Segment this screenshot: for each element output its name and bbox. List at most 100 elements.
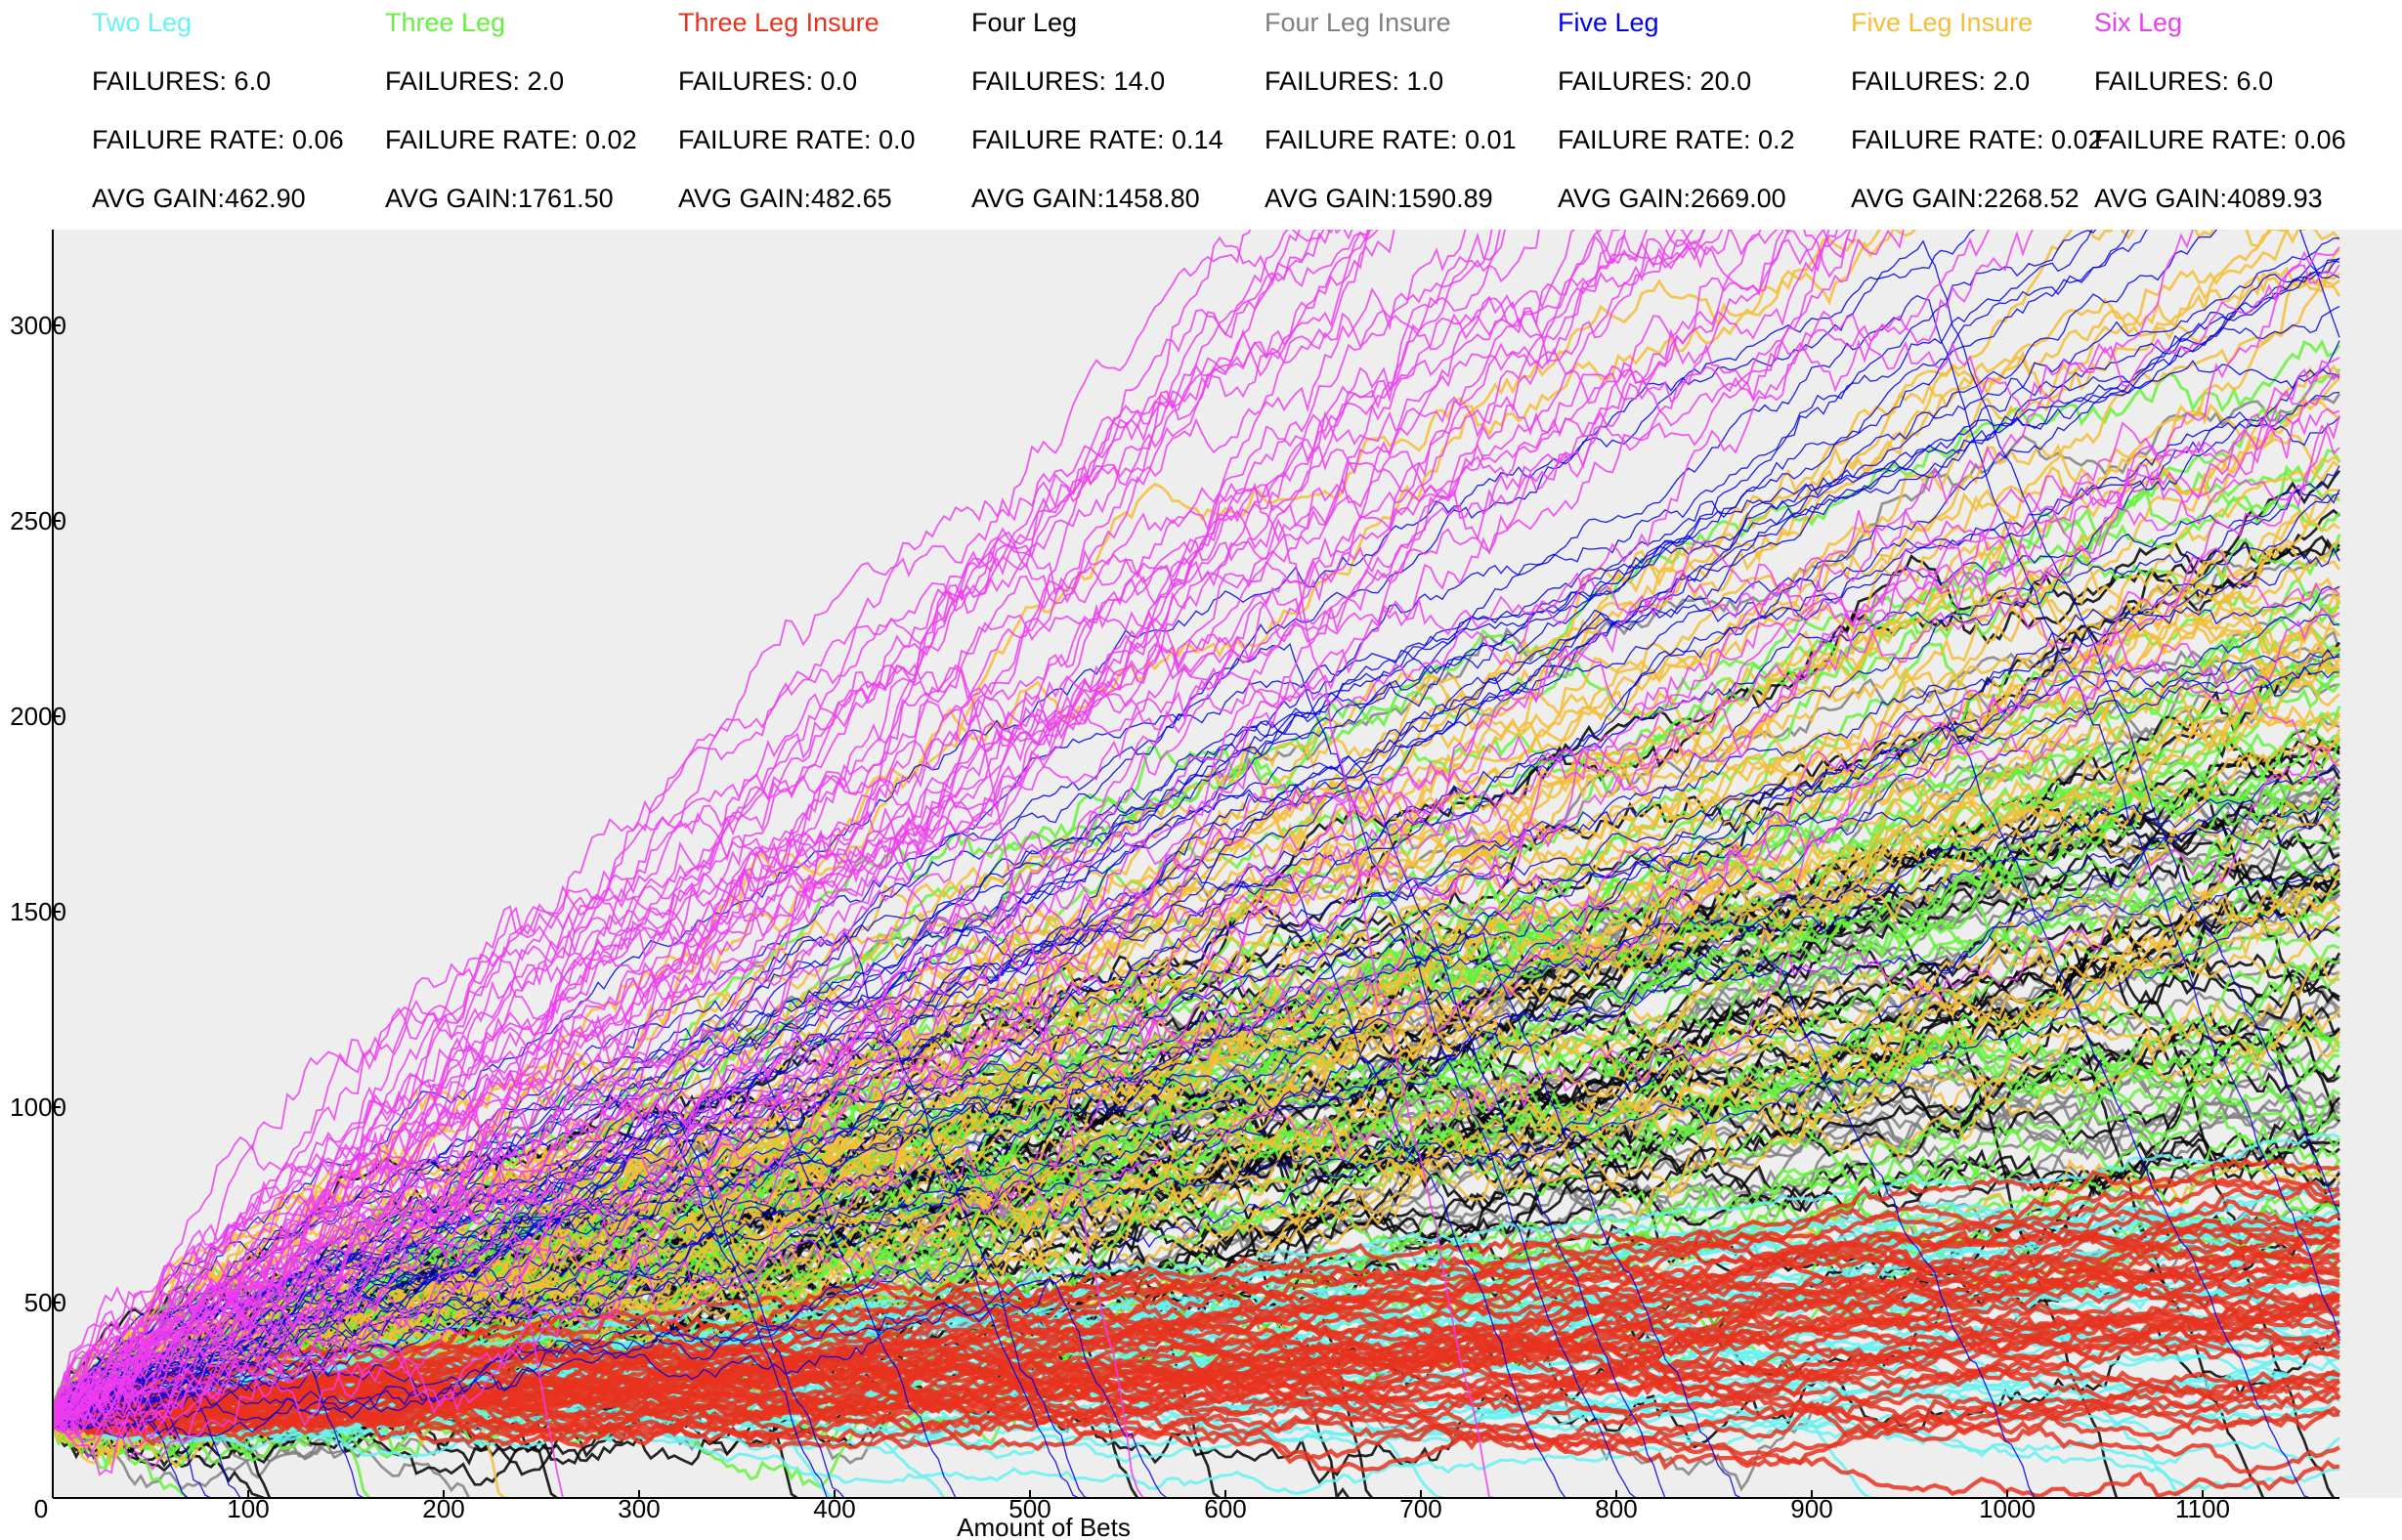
legend-six-leg: Six Leg <box>2094 8 2183 37</box>
avg-gain-three-leg-insure: AVG GAIN:482.65 <box>678 184 892 213</box>
series-line-five-leg-insure <box>53 400 2340 1432</box>
series-line-six-leg <box>53 230 1858 1444</box>
failures-five-leg: FAILURES: 20.0 <box>1558 66 1752 96</box>
avg-gain-three-leg: AVG GAIN:1761.50 <box>385 184 614 213</box>
y-tick-label: 3000 <box>10 311 66 340</box>
x-axis-title: Amount of Bets <box>957 1513 1131 1540</box>
legend-three-leg: Three Leg <box>385 8 506 37</box>
stats-header: Two Leg FAILURES: 6.0 FAILURE RATE: 0.06… <box>0 0 2402 230</box>
legend-four-leg: Four Leg <box>971 8 1078 37</box>
series-line-five-leg <box>53 546 2340 1416</box>
x-tick-label: 200 <box>422 1494 464 1523</box>
series-line-five-leg <box>53 1277 1168 1498</box>
series-line-six-leg <box>53 230 1395 1427</box>
series-line-five-leg <box>53 798 2340 1429</box>
legend-three-leg-insure: Three Leg Insure <box>678 8 879 37</box>
series-line-six-leg <box>53 414 2340 1426</box>
series-line-six-leg <box>53 230 1576 1406</box>
series-line-six-leg <box>53 663 1144 1498</box>
legend-two-leg: Two Leg <box>92 8 193 37</box>
failures-six-leg: FAILURES: 6.0 <box>2094 66 2274 96</box>
x-tick-label: 300 <box>618 1494 660 1523</box>
avg-gain-four-leg: AVG GAIN:1458.80 <box>971 184 1200 213</box>
series-line-six-leg <box>53 364 2340 1414</box>
failure-rate-four-leg-insure: FAILURE RATE: 0.01 <box>1265 125 1517 154</box>
series-line-three-leg <box>53 777 2340 1409</box>
x-tick-label: 800 <box>1595 1494 1637 1523</box>
failures-three-leg: FAILURES: 2.0 <box>385 66 565 96</box>
series-line-six-leg <box>53 230 1331 1423</box>
series-line-three-leg-insure <box>53 1369 2340 1498</box>
series-line-six-leg <box>53 230 1991 1432</box>
series-line-six-leg <box>53 568 2340 1434</box>
series-layer <box>53 230 2341 1498</box>
x-tick-label: 500 <box>1008 1494 1051 1523</box>
x-tick-label: 0 <box>34 1494 48 1523</box>
series-line-three-leg-insure <box>53 1176 2340 1435</box>
series-line-six-leg <box>53 642 2340 1417</box>
series-line-five-leg-insure <box>53 272 2340 1409</box>
avg-gain-four-leg-insure: AVG GAIN:1590.89 <box>1265 184 1493 213</box>
series-line-six-leg <box>53 373 2340 1423</box>
series-line-six-leg <box>53 230 1706 1437</box>
series-line-six-leg <box>53 746 2340 1411</box>
avg-gain-six-leg: AVG GAIN:4089.93 <box>2094 184 2323 213</box>
failure-rate-four-leg: FAILURE RATE: 0.14 <box>971 125 1223 154</box>
series-line-five-leg-insure <box>53 377 2340 1446</box>
series-line-six-leg <box>53 230 1252 1423</box>
tick-layer: 0 100 200 300 400 500 600 700 800 900 1000 1100 500 1… <box>10 311 2230 1523</box>
avg-gain-five-leg-insure: AVG GAIN:2268.52 <box>1851 184 2080 213</box>
series-line-five-leg <box>53 294 2340 1415</box>
x-tick-label: 400 <box>813 1494 855 1523</box>
series-line-six-leg <box>53 230 2034 1427</box>
y-tick-label: 2500 <box>10 506 66 535</box>
series-line-five-leg <box>53 230 2218 1420</box>
series-line-five-leg <box>53 492 2340 1426</box>
series-line-six-leg <box>53 230 1694 1414</box>
series-line-six-leg <box>53 230 1838 1438</box>
series-line-five-leg <box>53 230 1983 1414</box>
series-line-five-leg <box>53 230 2093 1431</box>
avg-gain-two-leg: AVG GAIN:462.90 <box>92 184 306 213</box>
series-line-five-leg <box>53 911 2340 1439</box>
series-line-six-leg <box>53 547 2340 1435</box>
series-line-five-leg <box>53 305 2340 1430</box>
series-line-six-leg <box>53 230 1334 1425</box>
series-line-six-leg <box>53 230 1620 1429</box>
series-line-six-leg <box>53 230 1501 1418</box>
series-line-five-leg <box>53 690 2311 1498</box>
series-line-six-leg <box>53 230 1852 1476</box>
series-line-six-leg <box>53 230 1369 1413</box>
x-tick-label: 1100 <box>2175 1494 2230 1523</box>
avg-gain-five-leg: AVG GAIN:2669.00 <box>1558 184 1786 213</box>
failures-five-leg-insure: FAILURES: 2.0 <box>1851 66 2031 96</box>
series-line-six-leg <box>53 424 2340 1418</box>
y-tick-label: 1500 <box>10 897 66 926</box>
series-line-three-leg-insure <box>53 1238 2340 1430</box>
series-line-five-leg-insure <box>53 713 2340 1415</box>
series-line-three-leg-insure <box>53 1245 2340 1426</box>
failure-rate-two-leg: FAILURE RATE: 0.06 <box>92 125 344 154</box>
series-line-six-leg <box>53 230 1372 1426</box>
series-line-five-leg <box>53 585 2340 1410</box>
series-line-five-leg <box>53 960 2036 1498</box>
series-line-five-leg-insure <box>53 556 2341 1428</box>
x-tick-label: 100 <box>227 1494 269 1523</box>
series-line-six-leg <box>53 230 1301 1406</box>
x-tick-label: 600 <box>1204 1494 1246 1523</box>
series-line-three-leg-insure <box>53 1209 2340 1409</box>
failures-four-leg-insure: FAILURES: 1.0 <box>1265 66 1444 96</box>
series-line-six-leg <box>53 407 2340 1441</box>
series-line-three-leg-insure <box>53 1293 2340 1418</box>
failures-four-leg: FAILURES: 14.0 <box>971 66 1166 96</box>
failure-rate-six-leg: FAILURE RATE: 0.06 <box>2094 125 2346 154</box>
failure-rate-three-leg: FAILURE RATE: 0.02 <box>385 125 637 154</box>
series-line-three-leg-insure <box>53 1307 2340 1424</box>
series-line-six-leg <box>53 264 2340 1415</box>
series-line-six-leg <box>53 230 1379 1406</box>
series-line-six-leg <box>53 230 1784 1426</box>
series-line-five-leg <box>53 931 1742 1498</box>
series-line-five-leg <box>53 230 2130 1424</box>
series-line-five-leg-insure <box>53 594 2340 1421</box>
